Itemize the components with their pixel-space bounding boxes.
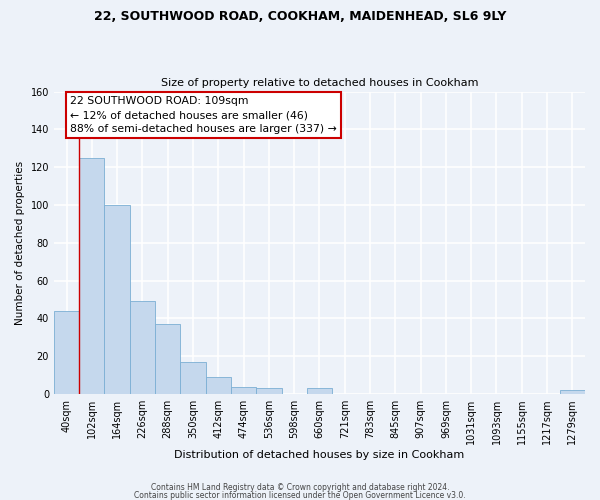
Text: Contains HM Land Registry data © Crown copyright and database right 2024.: Contains HM Land Registry data © Crown c…	[151, 484, 449, 492]
Bar	[104, 205, 130, 394]
Text: Contains public sector information licensed under the Open Government Licence v3: Contains public sector information licen…	[134, 490, 466, 500]
Bar	[54, 311, 79, 394]
Bar	[130, 302, 155, 394]
Text: 22 SOUTHWOOD ROAD: 109sqm
← 12% of detached houses are smaller (46)
88% of semi-: 22 SOUTHWOOD ROAD: 109sqm ← 12% of detac…	[70, 96, 337, 134]
X-axis label: Distribution of detached houses by size in Cookham: Distribution of detached houses by size …	[175, 450, 464, 460]
Bar	[256, 388, 281, 394]
Text: 22, SOUTHWOOD ROAD, COOKHAM, MAIDENHEAD, SL6 9LY: 22, SOUTHWOOD ROAD, COOKHAM, MAIDENHEAD,…	[94, 10, 506, 23]
Bar	[307, 388, 332, 394]
Bar	[206, 377, 231, 394]
Bar	[79, 158, 104, 394]
Bar	[181, 362, 206, 394]
Bar	[560, 390, 585, 394]
Bar	[155, 324, 181, 394]
Bar	[231, 386, 256, 394]
Y-axis label: Number of detached properties: Number of detached properties	[15, 161, 25, 325]
Title: Size of property relative to detached houses in Cookham: Size of property relative to detached ho…	[161, 78, 478, 88]
